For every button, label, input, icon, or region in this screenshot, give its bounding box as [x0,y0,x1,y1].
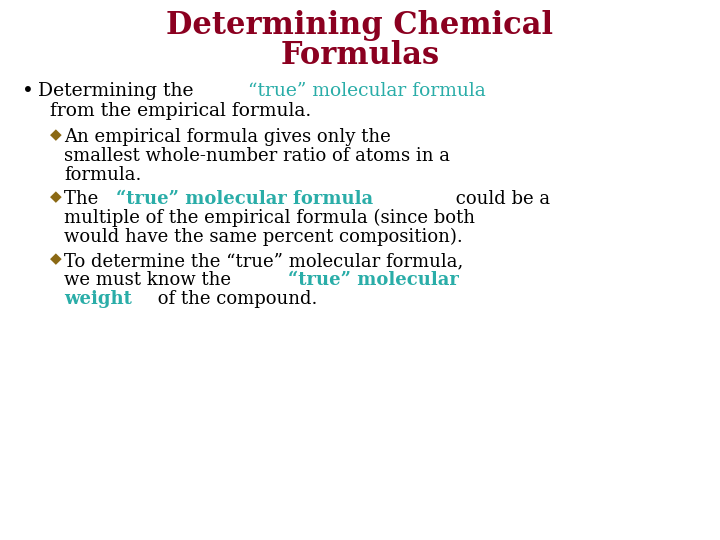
Text: To determine the “true” molecular formula,: To determine the “true” molecular formul… [64,252,463,270]
Text: smallest whole-number ratio of atoms in a: smallest whole-number ratio of atoms in … [64,147,450,165]
Text: •: • [22,82,34,101]
Text: ◆: ◆ [50,190,62,204]
Text: “true” molecular: “true” molecular [288,271,459,289]
Text: from the empirical formula.: from the empirical formula. [50,102,311,120]
Text: Formulas: Formulas [280,40,440,71]
Text: ◆: ◆ [50,252,62,266]
Text: multiple of the empirical formula (since both: multiple of the empirical formula (since… [64,209,475,227]
Text: Determining the: Determining the [38,82,199,100]
Text: Determining Chemical: Determining Chemical [166,10,554,41]
Text: of the compound.: of the compound. [152,290,318,308]
Text: weight: weight [64,290,132,308]
Text: would have the same percent composition).: would have the same percent composition)… [64,228,463,246]
Text: ◆: ◆ [50,128,62,142]
Text: could be a: could be a [450,190,550,208]
Text: An empirical formula gives only the: An empirical formula gives only the [64,128,391,146]
Text: we must know the: we must know the [64,271,237,289]
Text: The: The [64,190,104,208]
Text: “true” molecular formula: “true” molecular formula [248,82,485,100]
Text: “true” molecular formula: “true” molecular formula [116,190,373,208]
Text: formula.: formula. [64,166,141,184]
